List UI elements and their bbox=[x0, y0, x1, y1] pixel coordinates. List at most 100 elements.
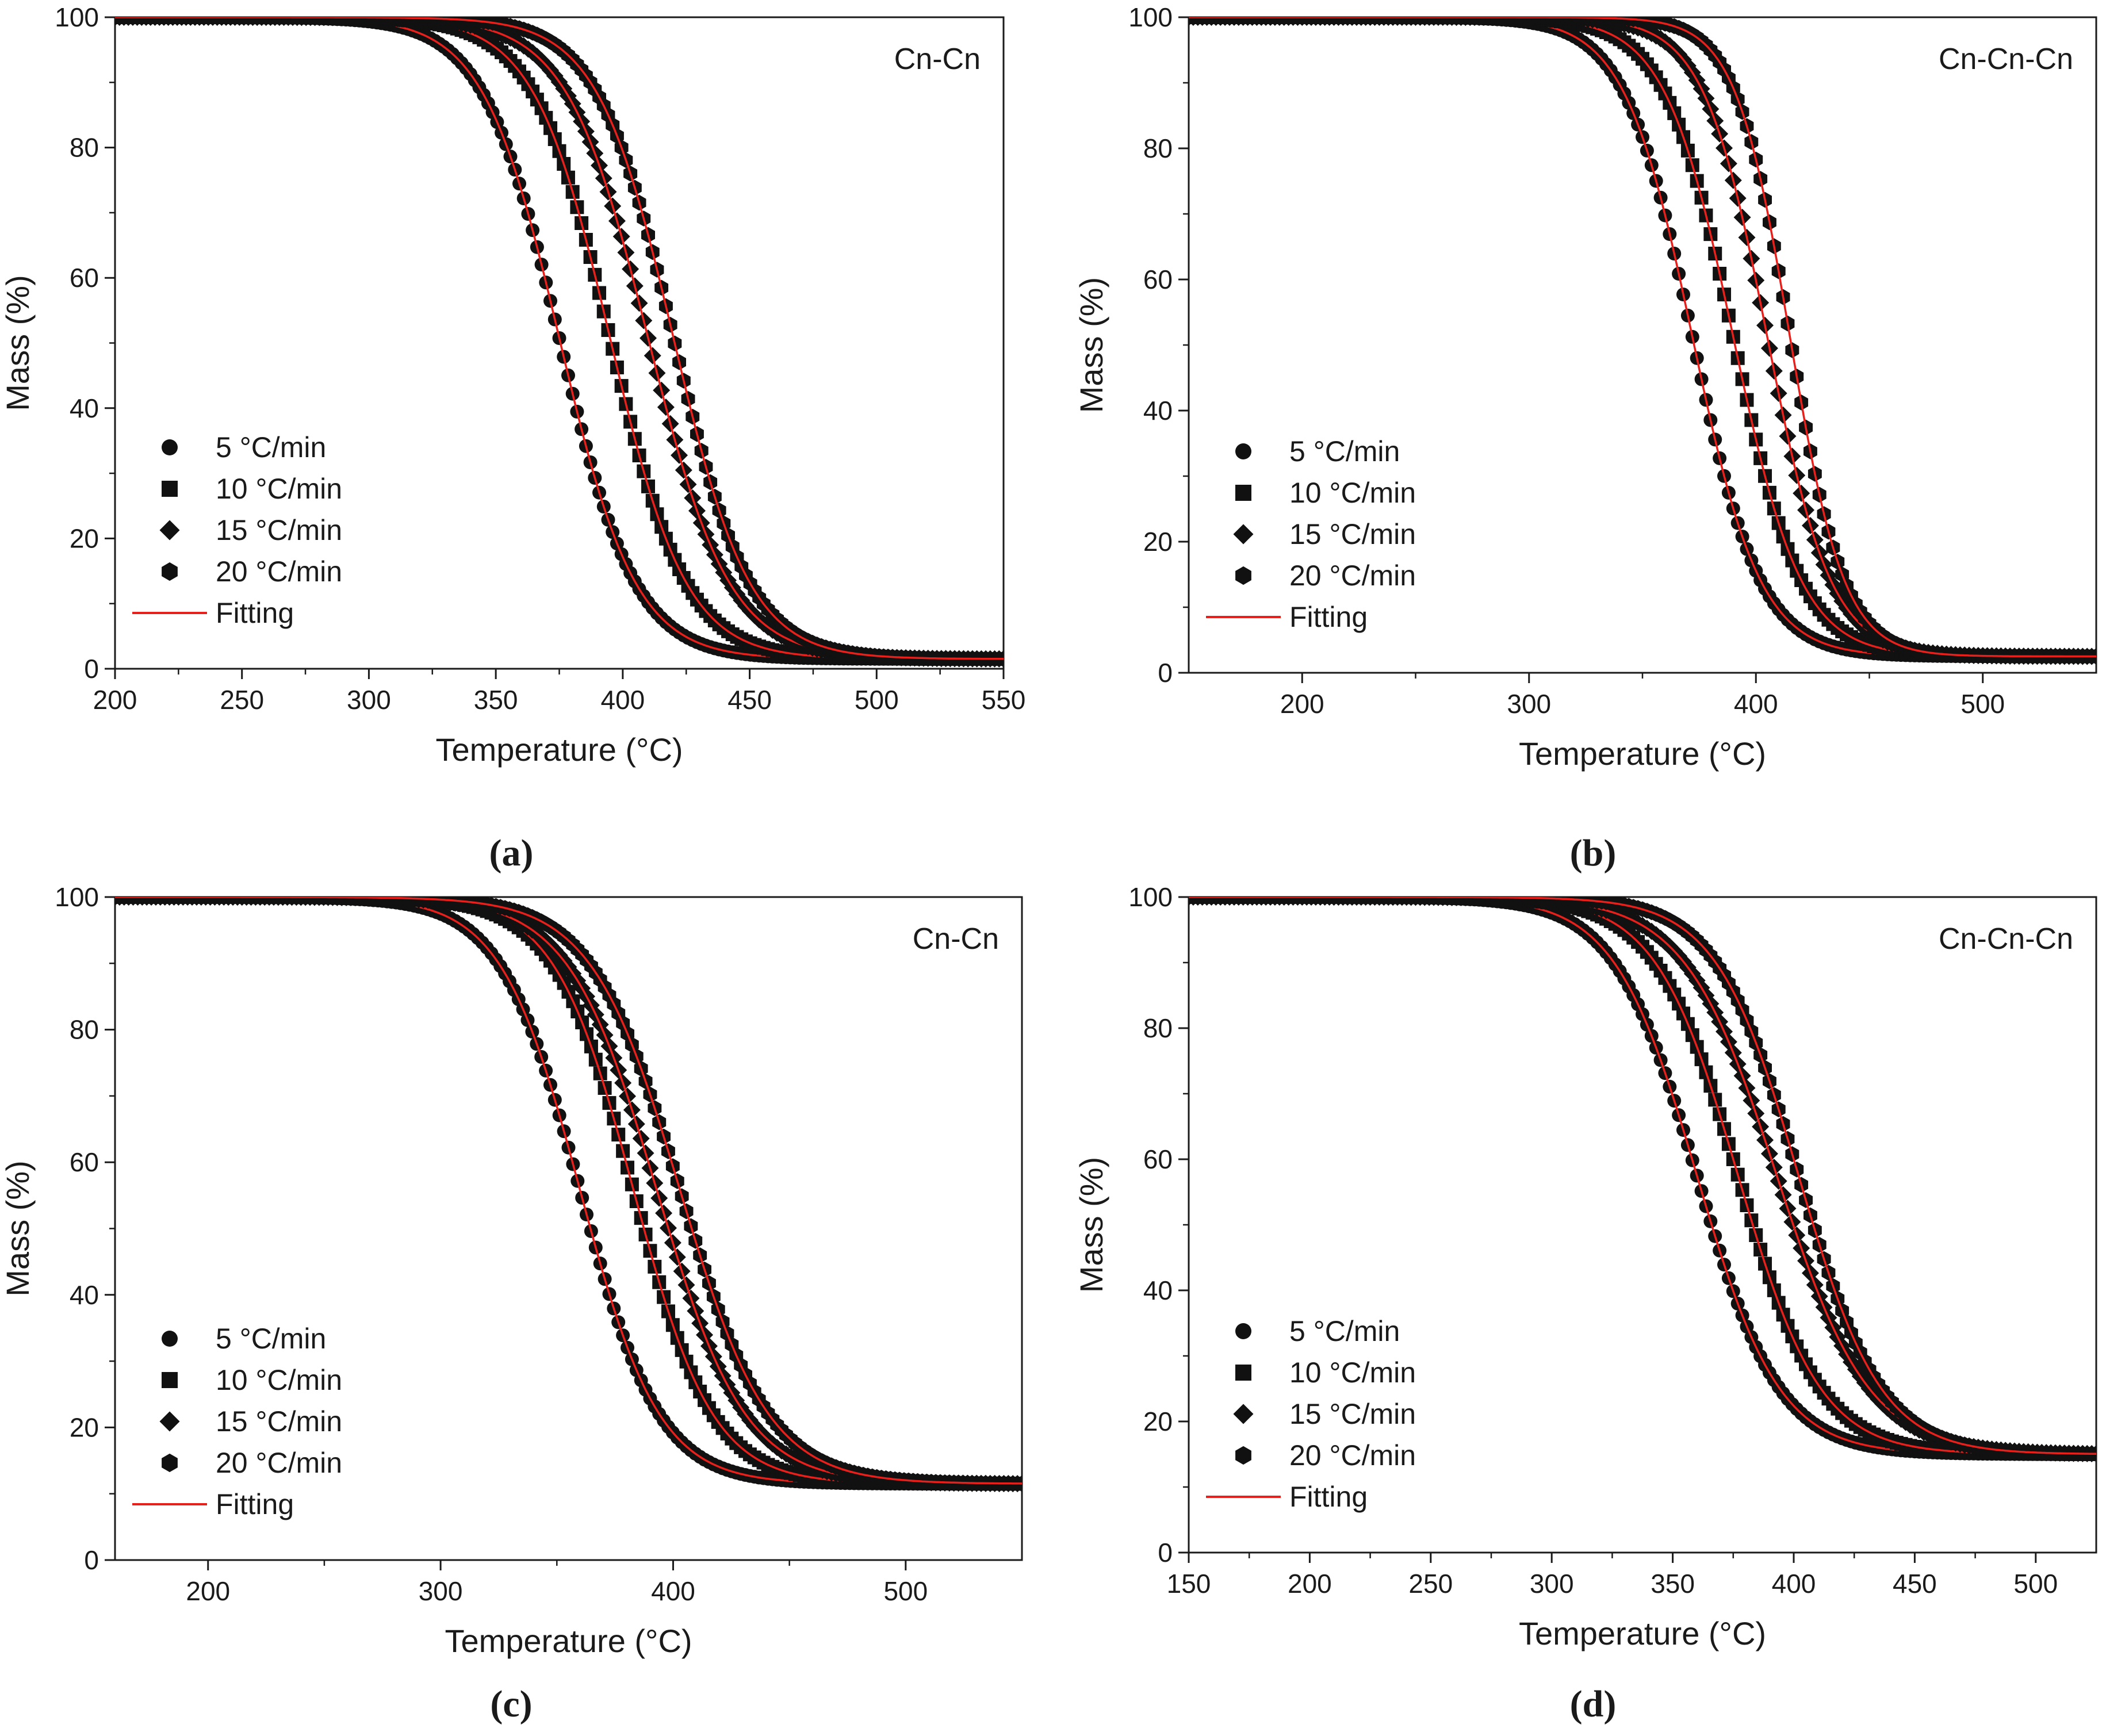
legend-label: 15 °C/min bbox=[216, 1405, 342, 1438]
series-hexagon bbox=[1189, 897, 2096, 1462]
legend-marker bbox=[1235, 1323, 1251, 1339]
plot-series bbox=[115, 17, 1004, 668]
fit-line bbox=[1189, 17, 2096, 658]
x-tick-label: 550 bbox=[982, 685, 1026, 715]
legend-label: 5 °C/min bbox=[1289, 1315, 1400, 1347]
x-axis-label: Temperature (°C) bbox=[1519, 735, 1766, 772]
y-tick-label: 40 bbox=[70, 1280, 99, 1310]
panel-label-a: (a) bbox=[489, 832, 534, 874]
x-tick-label: 450 bbox=[727, 685, 772, 715]
legend-marker bbox=[159, 520, 180, 541]
legend-label: 15 °C/min bbox=[1289, 518, 1416, 550]
y-tick-label: 0 bbox=[84, 1545, 99, 1575]
y-tick-label: 40 bbox=[1143, 1275, 1173, 1305]
y-axis-label: Mass (%) bbox=[1073, 277, 1109, 413]
x-tick-label: 200 bbox=[93, 685, 137, 715]
x-tick-label: 350 bbox=[474, 685, 518, 715]
x-tick-label: 150 bbox=[1167, 1569, 1211, 1599]
legend: 5 °C/min 10 °C/min 15 °C/min 20 °C/min Fitti… bbox=[1206, 1315, 1416, 1513]
y-tick-label: 100 bbox=[1128, 2, 1173, 32]
legend-marker bbox=[162, 1453, 178, 1473]
y-tick-label: 80 bbox=[1143, 1013, 1173, 1043]
legend-marker bbox=[1235, 443, 1251, 459]
x-tick-label: 450 bbox=[1893, 1569, 1937, 1599]
x-tick-label: 300 bbox=[419, 1576, 463, 1606]
series-hexagon bbox=[1189, 17, 2096, 665]
plot-series bbox=[1189, 17, 2096, 665]
series-hexagon bbox=[115, 897, 1022, 1492]
fit-line bbox=[1189, 897, 2096, 1455]
legend-label: 5 °C/min bbox=[216, 1323, 326, 1355]
x-tick-label: 500 bbox=[883, 1576, 928, 1606]
y-axis-label: Mass (%) bbox=[0, 275, 36, 411]
legend: 5 °C/min 10 °C/min 15 °C/min 20 °C/min Fitti… bbox=[132, 431, 342, 629]
legend-marker bbox=[1235, 566, 1251, 585]
legend-label: 5 °C/min bbox=[216, 431, 326, 463]
legend: 5 °C/min 10 °C/min 15 °C/min 20 °C/min Fitti… bbox=[132, 1323, 342, 1520]
y-tick-label: 60 bbox=[1143, 265, 1173, 294]
legend-marker bbox=[1235, 485, 1251, 501]
x-tick-label: 400 bbox=[600, 685, 645, 715]
legend-label: 20 °C/min bbox=[216, 555, 342, 588]
legend-fit-label: Fitting bbox=[1289, 1481, 1368, 1513]
legend-label: 15 °C/min bbox=[1289, 1398, 1416, 1430]
legend-fit-label: Fitting bbox=[216, 1488, 294, 1520]
legend-label: 20 °C/min bbox=[1289, 1439, 1416, 1471]
x-tick-label: 400 bbox=[651, 1576, 695, 1606]
series-hexagon bbox=[115, 17, 1004, 667]
legend-fit-label: Fitting bbox=[1289, 601, 1368, 633]
chart-title: Cn-Cn bbox=[913, 922, 999, 956]
y-tick-label: 60 bbox=[70, 263, 99, 293]
chart-title: Cn-Cn-Cn bbox=[1939, 922, 2073, 956]
legend-marker bbox=[1233, 524, 1254, 545]
x-tick-label: 300 bbox=[1507, 689, 1551, 719]
chart-title: Cn-Cn bbox=[894, 43, 981, 76]
x-tick-label: 500 bbox=[1961, 689, 2005, 719]
x-tick-label: 500 bbox=[855, 685, 899, 715]
x-tick-label: 200 bbox=[1280, 689, 1324, 719]
panel-label-d: (d) bbox=[1570, 1683, 1617, 1725]
chart-panel-b: 200 300 400 500 0 20 40 60 80 100 Temperature (°C)… bbox=[1073, 2, 2097, 772]
chart-panel-c: 200 300 400 500 0 20 40 60 80 100 Temperature (°C)… bbox=[0, 882, 1023, 1659]
x-tick-label: 400 bbox=[1772, 1569, 1816, 1599]
x-tick-label: 300 bbox=[1530, 1569, 1574, 1599]
fit-line bbox=[115, 897, 1022, 1485]
legend-label: 10 °C/min bbox=[216, 1364, 342, 1396]
fit-line bbox=[115, 17, 1004, 660]
y-tick-label: 80 bbox=[70, 133, 99, 163]
chart-title: Cn-Cn-Cn bbox=[1939, 43, 2073, 76]
panel-label-c: (c) bbox=[490, 1683, 532, 1725]
legend-marker bbox=[162, 1372, 178, 1388]
y-tick-label: 0 bbox=[84, 654, 99, 684]
y-tick-label: 80 bbox=[1143, 133, 1173, 163]
legend-marker bbox=[1235, 1365, 1251, 1381]
y-tick-label: 60 bbox=[1143, 1144, 1173, 1174]
legend-marker bbox=[162, 481, 178, 497]
y-tick-label: 40 bbox=[1143, 396, 1173, 426]
x-tick-label: 500 bbox=[2013, 1569, 2058, 1599]
x-tick-label: 250 bbox=[1408, 1569, 1453, 1599]
x-axis-label: Temperature (°C) bbox=[435, 731, 683, 768]
x-axis-label: Temperature (°C) bbox=[445, 1623, 692, 1659]
chart-panel-d: 150 200 250 300 350 400 450 500 0 20 40 60 80 100 Temp… bbox=[1073, 882, 2097, 1651]
legend-marker bbox=[162, 439, 178, 455]
y-tick-label: 0 bbox=[1158, 658, 1173, 688]
y-tick-label: 60 bbox=[70, 1147, 99, 1177]
legend-fit-label: Fitting bbox=[216, 597, 294, 629]
panel-label-b: (b) bbox=[1570, 832, 1617, 874]
x-tick-label: 250 bbox=[220, 685, 264, 715]
legend-marker bbox=[1233, 1404, 1254, 1424]
y-tick-label: 0 bbox=[1158, 1538, 1173, 1568]
y-axis-label: Mass (%) bbox=[1073, 1157, 1109, 1293]
legend: 5 °C/min 10 °C/min 15 °C/min 20 °C/min Fitti… bbox=[1206, 435, 1416, 633]
y-tick-label: 20 bbox=[1143, 1407, 1173, 1436]
x-axis-label: Temperature (°C) bbox=[1519, 1615, 1766, 1651]
y-tick-label: 80 bbox=[70, 1015, 99, 1045]
legend-marker bbox=[162, 562, 178, 581]
y-tick-label: 20 bbox=[70, 523, 99, 553]
legend-label: 20 °C/min bbox=[216, 1447, 342, 1479]
legend-label: 10 °C/min bbox=[1289, 477, 1416, 509]
legend-marker bbox=[1235, 1446, 1251, 1465]
legend-label: 10 °C/min bbox=[216, 473, 342, 505]
